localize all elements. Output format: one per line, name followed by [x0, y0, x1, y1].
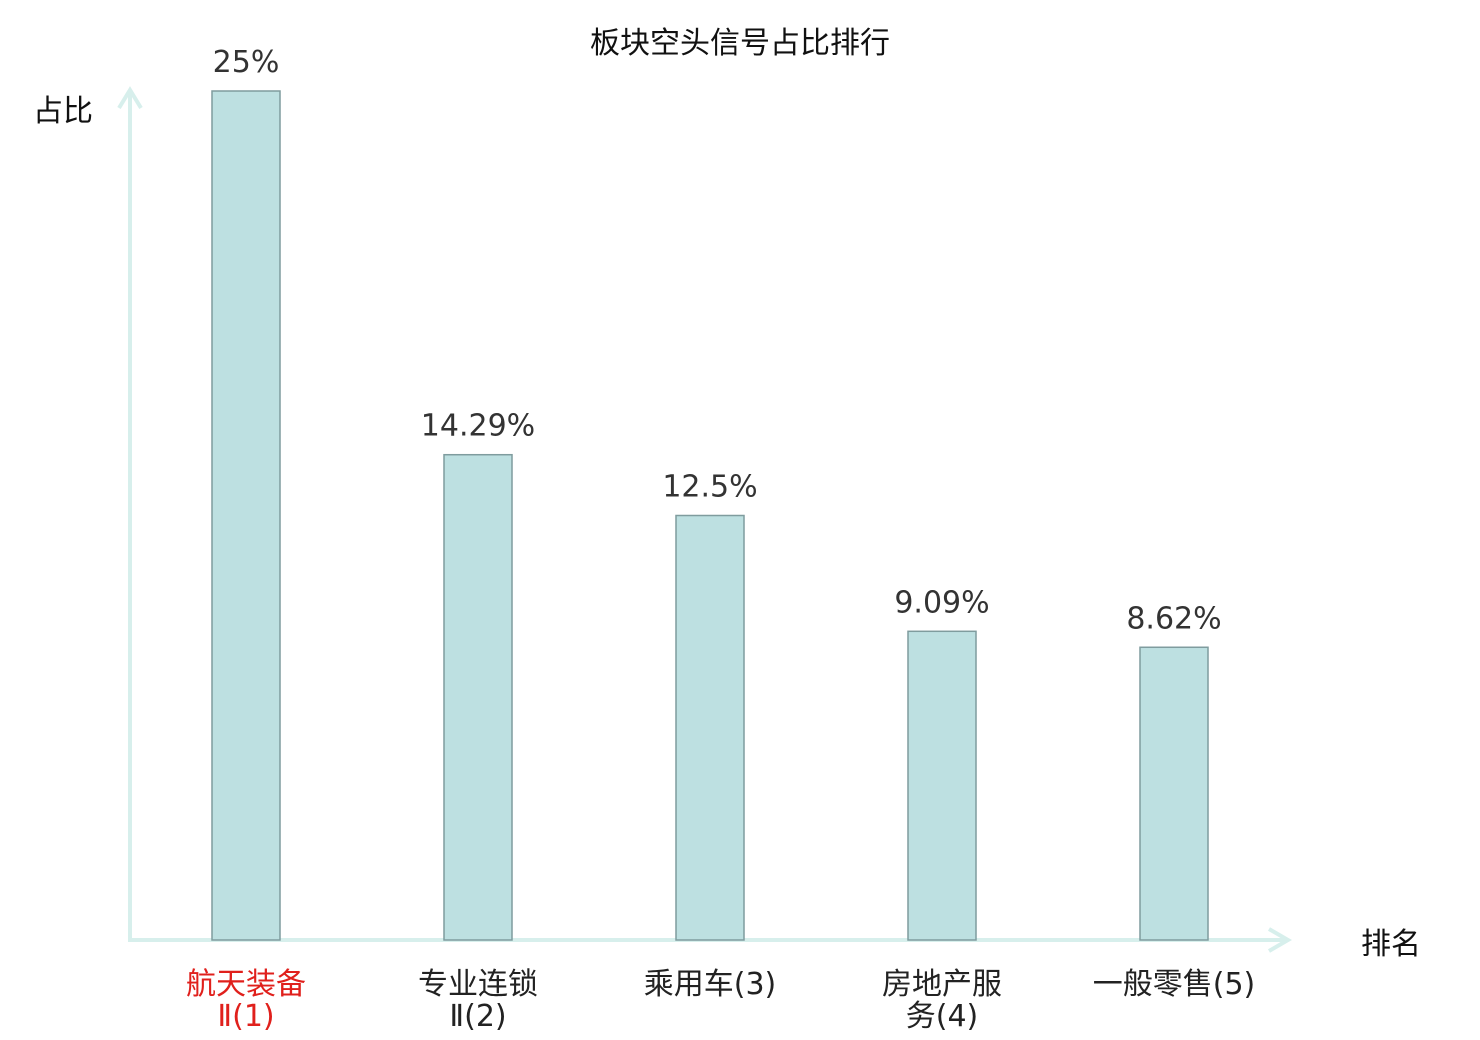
- value-label-4: 9.09%: [894, 585, 989, 620]
- category-label-5: 一般零售(5): [1093, 967, 1256, 1002]
- chart-title: 板块空头信号占比排行: [590, 26, 890, 61]
- bar-2: [443, 453, 513, 941]
- value-labels-group: 25% 14.29% 12.5% 9.09% 8.62%: [213, 45, 1222, 636]
- category-label-4: 房地产服务(4): [882, 967, 1002, 1034]
- y-axis-label: 占比: [33, 94, 93, 129]
- bar-1: [211, 90, 281, 941]
- bar-4: [907, 630, 977, 941]
- category-label-2: 专业连锁 Ⅱ(2): [418, 967, 538, 1034]
- value-label-2: 14.29%: [421, 409, 535, 444]
- value-label-3: 12.5%: [662, 470, 757, 505]
- bar-3: [675, 514, 745, 941]
- category-label-3: 乘用车(3): [644, 967, 777, 1002]
- bar-5: [1139, 646, 1209, 941]
- category-label-1: 航天装备 Ⅱ(1): [186, 967, 306, 1034]
- x-axis-label: 排名: [1361, 927, 1421, 962]
- y-axis: [117, 86, 143, 940]
- value-label-1: 25%: [213, 45, 280, 80]
- bars-group: [211, 90, 1209, 941]
- value-label-5: 8.62%: [1126, 601, 1221, 636]
- category-labels-group: 航天装备 Ⅱ(1) 专业连锁 Ⅱ(2) 乘用车(3) 房地产服务(4) 一般零售(5): [186, 967, 1255, 1034]
